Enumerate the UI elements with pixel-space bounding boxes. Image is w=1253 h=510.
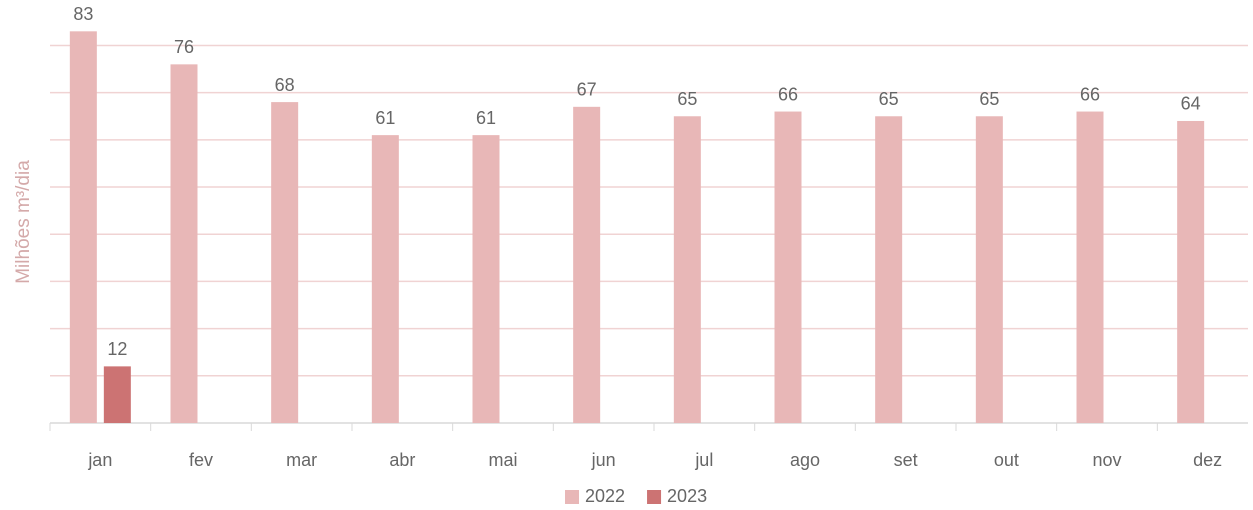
legend-swatch [647,490,662,504]
value-label: 68 [275,75,295,95]
bar [472,135,500,423]
legend-swatch [565,490,579,504]
x-tick-label: set [894,450,918,470]
x-tick-label: mai [488,450,517,470]
bar [673,116,701,424]
value-label: 65 [979,89,999,109]
bar [103,366,131,423]
x-tick-label: nov [1092,450,1121,470]
x-tick-label: jun [591,450,616,470]
bar [69,31,97,424]
value-label: 61 [375,108,395,128]
bar [975,116,1003,424]
x-tick-label: abr [389,450,415,470]
bar [774,111,802,423]
x-tick-label: dez [1193,450,1222,470]
x-tick-label: mar [286,450,317,470]
x-tick-label: fev [189,450,213,470]
bar [573,106,601,423]
value-label: 66 [1080,84,1100,104]
value-label: 65 [879,89,899,109]
value-label: 76 [174,37,194,57]
bar [271,102,299,423]
value-label: 66 [778,84,798,104]
value-label: 83 [73,4,93,24]
value-label: 65 [677,89,697,109]
bar [371,135,399,423]
x-tick-label: out [994,450,1019,470]
value-label: 12 [107,339,127,359]
bar [1177,120,1205,423]
x-tick-label: ago [790,450,820,470]
legend-label: 2023 [667,486,707,506]
y-axis-title: Milhões m³/dia [13,160,34,284]
bar [875,116,903,424]
bar [1076,111,1104,423]
x-tick-label: jan [87,450,112,470]
legend-label: 2022 [585,486,625,506]
x-tick-label: jul [694,450,713,470]
value-label: 61 [476,108,496,128]
bar [170,64,198,423]
value-label: 64 [1181,94,1201,114]
value-label: 67 [577,80,597,100]
